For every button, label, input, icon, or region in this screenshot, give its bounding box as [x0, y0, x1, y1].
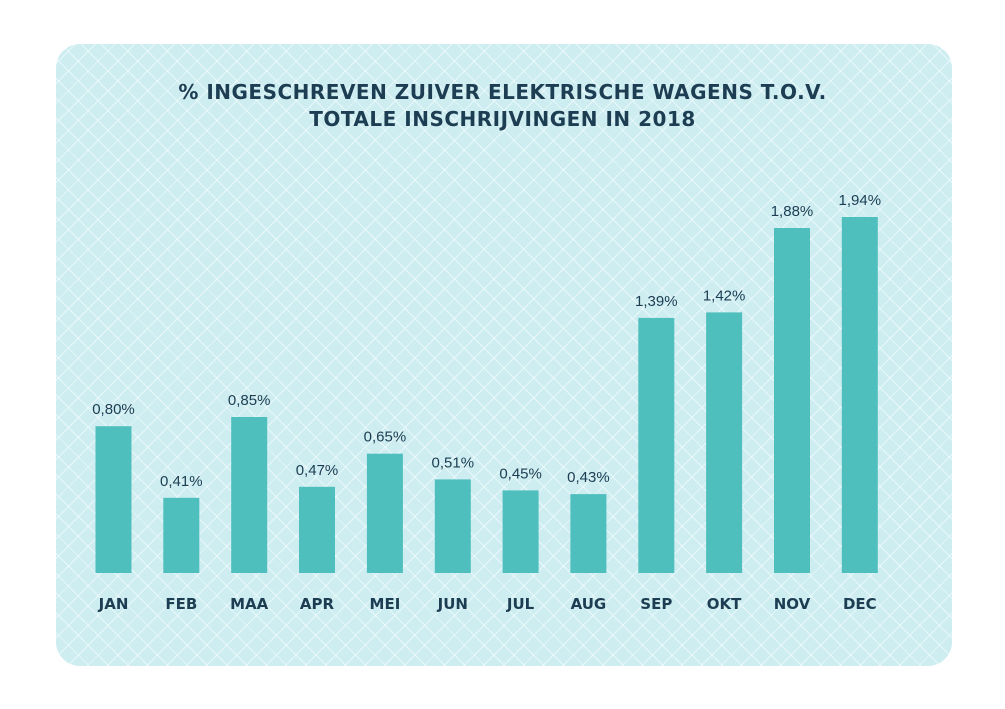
value-label-dec: 1,94%	[839, 192, 882, 209]
value-label-aug: 0,43%	[567, 469, 610, 486]
value-label-okt: 1,42%	[703, 287, 746, 304]
category-label-nov: NOV	[774, 595, 811, 613]
value-label-apr: 0,47%	[296, 462, 339, 479]
category-label-sep: SEP	[640, 595, 672, 613]
chart-title-line-1: % INGESCHREVEN ZUIVER ELEKTRISCHE WAGENS…	[178, 80, 827, 104]
bar-feb	[163, 497, 200, 573]
category-label-apr: APR	[300, 595, 335, 613]
bar-jun	[434, 479, 471, 573]
value-label-jul: 0,45%	[499, 465, 542, 482]
bar-sep	[638, 317, 675, 573]
value-label-feb: 0,41%	[160, 473, 203, 490]
bar-apr	[299, 486, 335, 573]
bar-maa	[231, 417, 268, 573]
category-label-mei: MEI	[370, 595, 401, 613]
value-label-jun: 0,51%	[432, 454, 475, 471]
category-label-feb: FEB	[165, 595, 197, 613]
value-label-maa: 0,85%	[228, 392, 271, 409]
bar-dec	[841, 217, 878, 573]
value-label-nov: 1,88%	[771, 203, 814, 220]
category-label-aug: AUG	[571, 595, 607, 613]
value-label-sep: 1,39%	[635, 293, 678, 310]
category-label-dec: DEC	[843, 595, 877, 613]
category-label-jul: JUL	[506, 595, 535, 613]
chart-title-line-2: TOTALE INSCHRIJVINGEN IN 2018	[309, 107, 696, 131]
bar-jan	[95, 426, 132, 573]
value-label-mei: 0,65%	[364, 429, 407, 446]
category-label-jan: JAN	[98, 595, 129, 613]
category-label-maa: MAA	[230, 595, 269, 613]
category-label-okt: OKT	[707, 595, 742, 613]
bar-nov	[774, 228, 810, 573]
bar-okt	[706, 312, 743, 573]
category-label-jun: JUN	[437, 595, 468, 613]
bar-jul	[502, 490, 539, 573]
bar-mei	[366, 453, 403, 573]
value-label-jan: 0,80%	[92, 401, 135, 418]
bar-aug	[570, 494, 607, 573]
